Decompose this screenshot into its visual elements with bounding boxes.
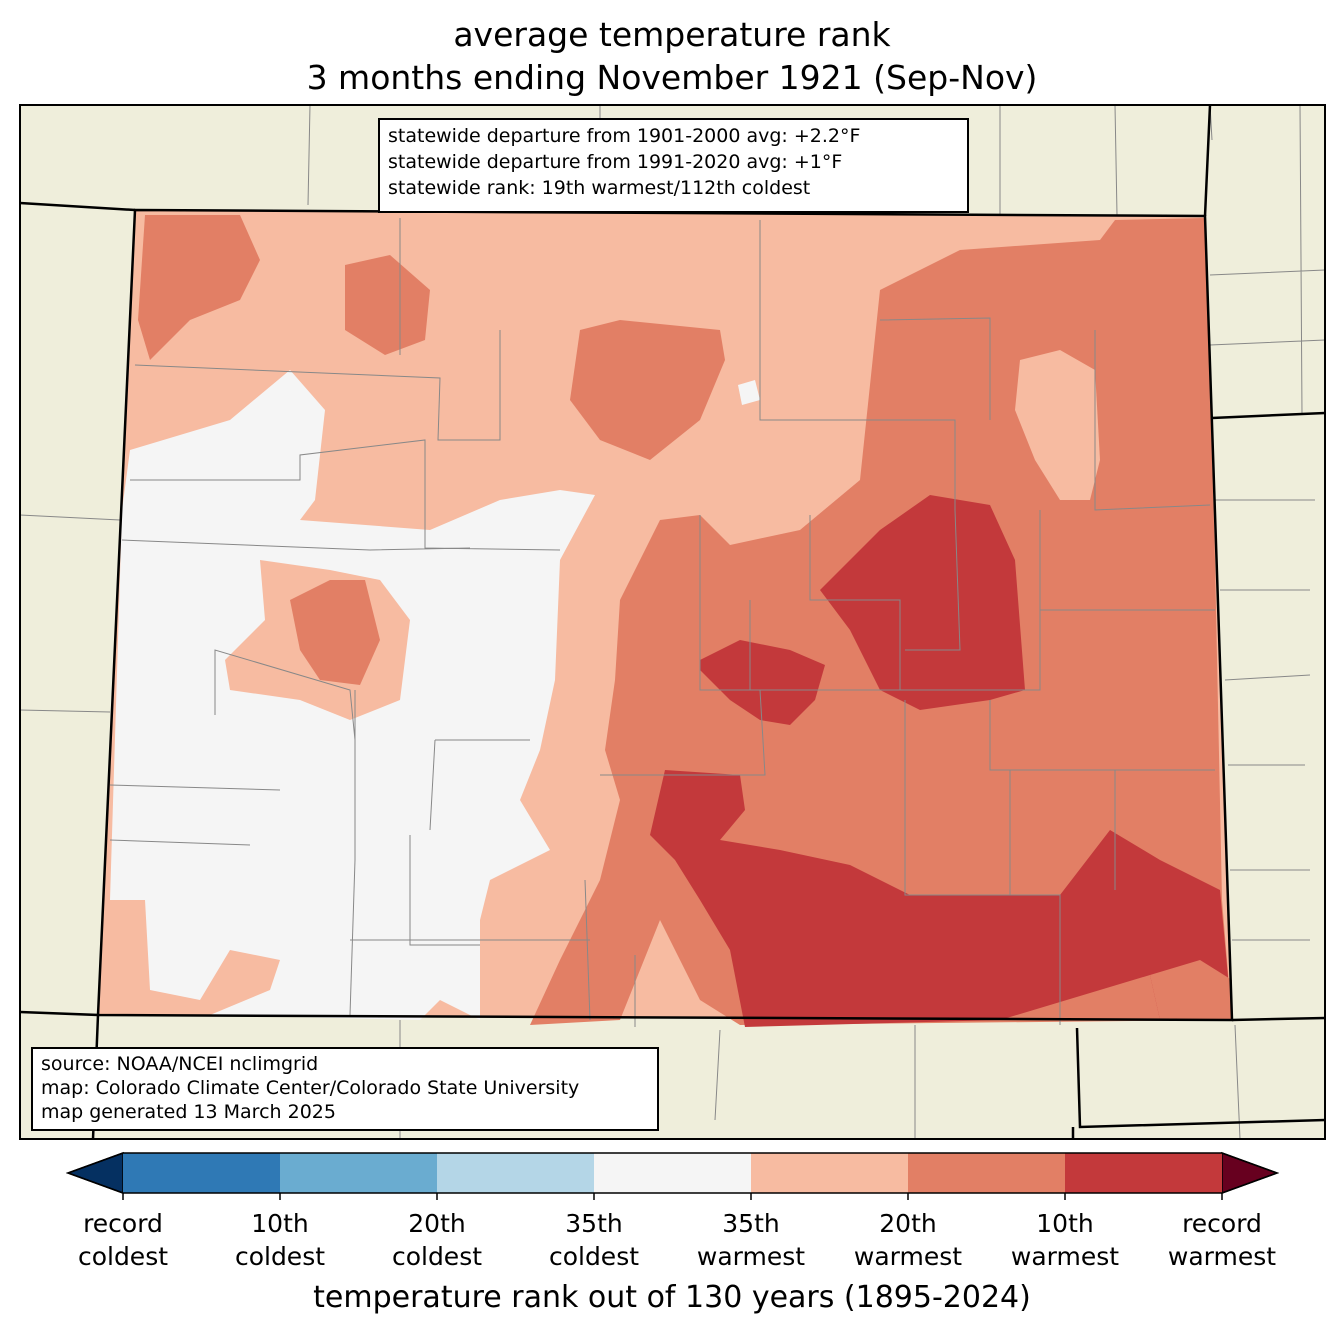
title-line2: 3 months ending November 1921 (Sep-Nov) xyxy=(306,58,1038,97)
tick-bottom: warmest xyxy=(853,1242,963,1271)
neighbor-county-lines xyxy=(19,104,1326,1140)
tick-top: 20th xyxy=(408,1209,466,1238)
state-borders xyxy=(19,104,1326,1140)
colorbar-under-arrow xyxy=(65,1151,124,1195)
tick-top: record xyxy=(1182,1209,1262,1238)
tick-top: 20th xyxy=(879,1209,937,1238)
source-line3: map generated 13 March 2025 xyxy=(41,1101,336,1123)
tick-bottom: coldest xyxy=(234,1242,326,1271)
tick-bottom: warmest xyxy=(1167,1242,1277,1271)
tick-top: 10th xyxy=(1036,1209,1094,1238)
tick-bottom: coldest xyxy=(391,1242,483,1271)
map-frame xyxy=(19,104,1326,1140)
colorbar-tick-label: 35th coldest xyxy=(514,1207,674,1273)
stats-box: statewide departure from 1901-2000 avg: … xyxy=(378,118,969,213)
colorbar-tick-label: 10th warmest xyxy=(985,1207,1145,1273)
colorbar xyxy=(65,1151,1280,1200)
stats-line3: statewide rank: 19th warmest/112th colde… xyxy=(388,177,811,199)
tick-top: 10th xyxy=(251,1209,309,1238)
tick-top: 35th xyxy=(565,1209,623,1238)
colorbar-segment xyxy=(1065,1153,1222,1193)
tick-bottom: coldest xyxy=(548,1242,640,1271)
source-box: source: NOAA/NCEI nclimgrid map: Colorad… xyxy=(31,1047,659,1131)
colorbar-tick-label: 20th warmest xyxy=(828,1207,988,1273)
colorbar-tick-label: record warmest xyxy=(1142,1207,1302,1273)
source-line2: map: Colorado Climate Center/Colorado St… xyxy=(41,1077,580,1099)
colorbar-tick-label: 20th coldest xyxy=(357,1207,517,1273)
colorbar-segment xyxy=(594,1153,751,1193)
colorbar-segment xyxy=(751,1153,908,1193)
tick-top: 35th xyxy=(722,1209,780,1238)
rank-regions xyxy=(110,215,1232,1027)
tick-bottom: coldest xyxy=(77,1242,169,1271)
tick-top: record xyxy=(83,1209,163,1238)
colorbar-tick-label: 10th coldest xyxy=(200,1207,360,1273)
colorbar-title: temperature rank out of 130 years (1895-… xyxy=(313,1280,1031,1315)
tick-bottom: warmest xyxy=(1010,1242,1120,1271)
colorbar-tick-label: record coldest xyxy=(43,1207,203,1273)
colorbar-segment xyxy=(437,1153,594,1193)
colorbar-over-arrow xyxy=(1221,1151,1280,1195)
title-line1: average temperature rank xyxy=(453,15,891,54)
stats-line2: statewide departure from 1991-2020 avg: … xyxy=(388,151,843,173)
colorbar-segment xyxy=(908,1153,1065,1193)
county-lines xyxy=(109,218,1215,1027)
source-line1: source: NOAA/NCEI nclimgrid xyxy=(41,1053,319,1075)
tick-bottom: warmest xyxy=(696,1242,806,1271)
colorbar-segment xyxy=(280,1153,437,1193)
stats-line1: statewide departure from 1901-2000 avg: … xyxy=(388,125,861,147)
colorbar-segment xyxy=(123,1153,280,1193)
colorbar-tick-label: 35th warmest xyxy=(671,1207,831,1273)
